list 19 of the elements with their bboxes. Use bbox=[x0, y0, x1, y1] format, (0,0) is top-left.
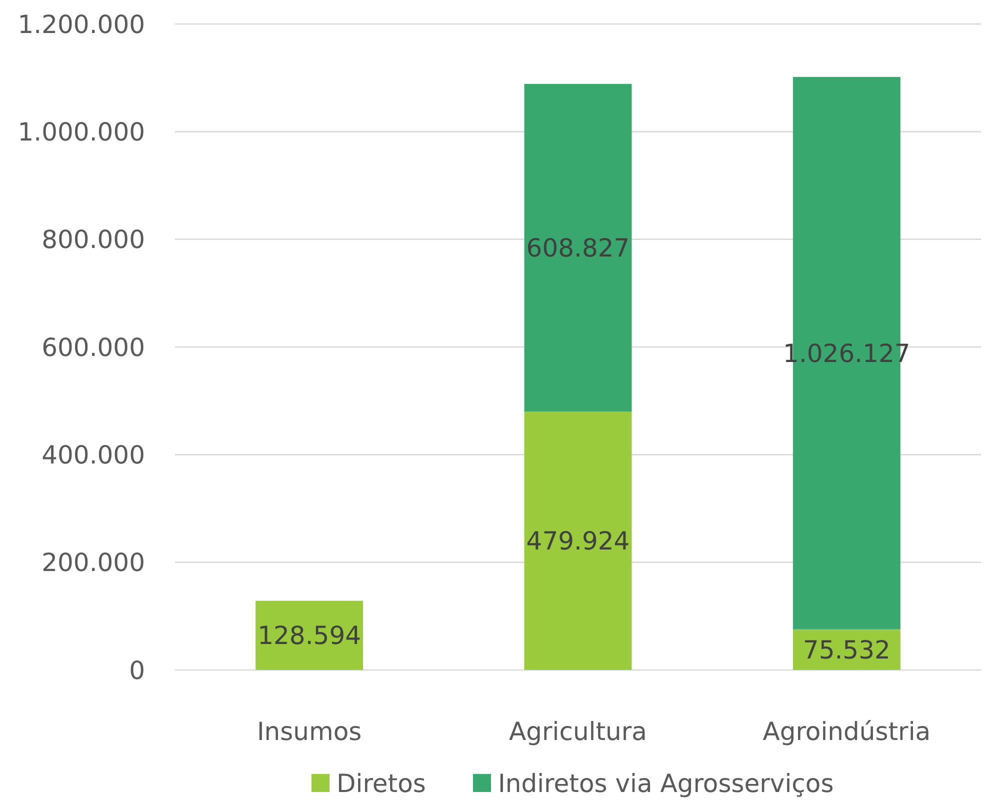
data-label: 128.594 bbox=[258, 621, 362, 650]
data-label: 75.532 bbox=[802, 635, 890, 664]
x-tick-label: Insumos bbox=[256, 717, 362, 746]
bar bbox=[524, 412, 632, 670]
y-tick-label: 600.000 bbox=[42, 332, 145, 362]
y-tick-label: 400.000 bbox=[42, 440, 145, 470]
x-tick-label: Agricultura bbox=[509, 717, 647, 746]
y-tick-label: 1.200.000 bbox=[18, 10, 145, 39]
bar bbox=[524, 84, 632, 412]
legend-label: Diretos bbox=[336, 769, 426, 798]
data-label: 608.827 bbox=[526, 234, 630, 263]
legend-label: Indiretos via Agrosserviços bbox=[498, 769, 834, 798]
bar bbox=[256, 600, 364, 670]
y-tick-label: 800.000 bbox=[42, 225, 145, 254]
data-label: 479.924 bbox=[526, 526, 630, 556]
y-tick-label: 200.000 bbox=[42, 548, 145, 578]
y-tick-label: 0 bbox=[129, 656, 145, 685]
y-tick-label: 1.000.000 bbox=[18, 117, 145, 146]
x-tick-label: Agroindústria bbox=[762, 717, 931, 746]
